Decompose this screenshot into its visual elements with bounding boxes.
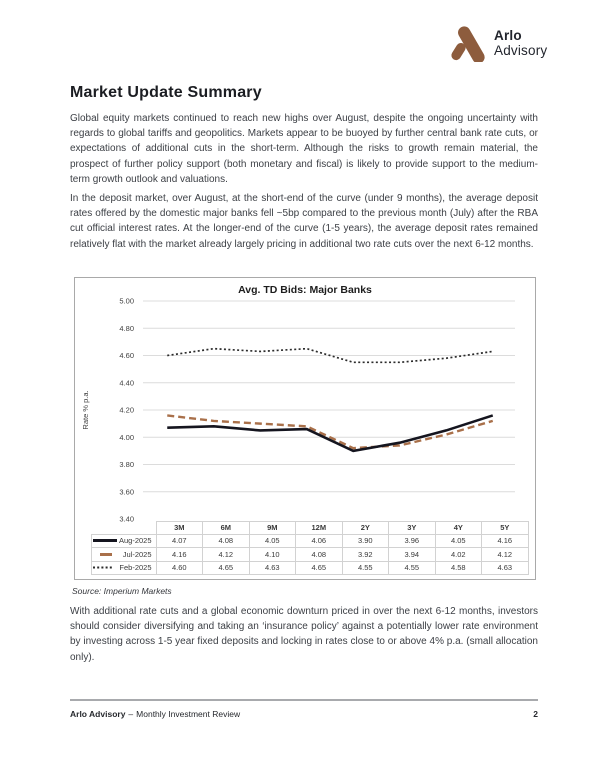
brand-name-bottom: Advisory bbox=[494, 43, 548, 58]
page-title: Market Update Summary bbox=[70, 84, 262, 101]
legend-key-icon bbox=[93, 539, 117, 543]
legend-key-icon bbox=[99, 552, 112, 556]
legend-key-icon bbox=[93, 566, 113, 569]
svg-text:3.60: 3.60 bbox=[119, 487, 134, 496]
rate-value-cell: 4.02 bbox=[434, 547, 483, 562]
rate-value-cell: 4.65 bbox=[202, 560, 250, 575]
svg-text:4.20: 4.20 bbox=[119, 406, 134, 415]
column-header-term: 3M bbox=[155, 521, 204, 535]
paragraph-deposit-market: In the deposit market, over August, at t… bbox=[70, 193, 538, 250]
rate-value-cell: 3.92 bbox=[341, 547, 390, 562]
source-note: Source: Imperium Markets bbox=[72, 586, 172, 596]
page-number: 2 bbox=[533, 709, 538, 719]
table-row: Aug-2025 4.07 4.08 4.05 4.06 3.90 3.96 4.05 4.16 bbox=[91, 533, 529, 548]
rate-value-cell: 3.94 bbox=[388, 547, 436, 562]
line-chart-plot: 5.00 4.80 4.60 4.40 4.20 4.00 3.80 3.60 3.40 Rate… bbox=[81, 297, 515, 524]
footer-text: Arlo Advisory – Monthly Investment Review bbox=[70, 709, 240, 719]
td-bids-chart: Avg. TD Bids: Major Banks 5.00 4.80 4.60 4.… bbox=[74, 277, 536, 580]
legend-cell: Feb-2025 bbox=[91, 560, 157, 575]
svg-text:3.80: 3.80 bbox=[119, 460, 134, 469]
rate-value-cell: 4.12 bbox=[202, 547, 250, 562]
rate-value-cell: 4.10 bbox=[248, 547, 297, 562]
table-corner-cell bbox=[91, 521, 157, 535]
rate-value-cell: 3.90 bbox=[341, 533, 390, 548]
series-label: Aug-2025 bbox=[119, 536, 152, 546]
series-label: Feb-2025 bbox=[119, 563, 152, 573]
rate-value-cell: 4.55 bbox=[341, 560, 390, 575]
column-header-term: 3Y bbox=[388, 521, 436, 535]
legend-cell: Jul-2025 bbox=[91, 547, 157, 562]
arlo-a-icon bbox=[449, 24, 487, 62]
footer-doc-title: Monthly Investment Review bbox=[136, 709, 241, 719]
rate-value-cell: 4.63 bbox=[248, 560, 297, 575]
table-row: Jul-2025 4.16 4.12 4.10 4.08 3.92 3.94 4.02 4.12 bbox=[91, 547, 529, 562]
column-header-term: 9M bbox=[248, 521, 297, 535]
rate-value-cell: 4.65 bbox=[295, 560, 343, 575]
rate-value-cell: 4.08 bbox=[202, 533, 250, 548]
series-label: Jul-2025 bbox=[122, 549, 152, 559]
rate-value-cell: 4.16 bbox=[481, 533, 529, 548]
brand-name: Arlo Advisory bbox=[494, 28, 547, 58]
rate-value-cell: 4.06 bbox=[295, 533, 343, 548]
column-header-term: 2Y bbox=[341, 521, 390, 535]
table-header-row: 3M 6M 9M 12M 2Y 3Y 4Y 5Y bbox=[91, 521, 529, 535]
legend-cell: Aug-2025 bbox=[91, 533, 157, 548]
footer-separator: – bbox=[128, 709, 134, 719]
svg-text:4.80: 4.80 bbox=[119, 324, 134, 333]
rate-table: 3M 6M 9M 12M 2Y 3Y 4Y 5Y Aug-2025 4.07 4.08 4.05 4.0… bbox=[91, 521, 529, 575]
brand-logo: Arlo Advisory bbox=[449, 24, 547, 62]
rate-value-cell: 4.08 bbox=[295, 547, 343, 562]
svg-text:4.00: 4.00 bbox=[119, 433, 134, 442]
rate-value-cell: 4.12 bbox=[481, 547, 529, 562]
rate-value-cell: 4.60 bbox=[155, 560, 204, 575]
svg-text:4.60: 4.60 bbox=[119, 351, 134, 360]
column-header-term: 4Y bbox=[434, 521, 483, 535]
paragraph-recommendation: With additional rate cuts and a global e… bbox=[70, 606, 538, 663]
svg-text:5.00: 5.00 bbox=[119, 297, 134, 306]
rate-value-cell: 4.07 bbox=[155, 533, 204, 548]
chart-title: Avg. TD Bids: Major Banks bbox=[238, 284, 372, 296]
footer-brand: Arlo Advisory bbox=[70, 709, 126, 719]
table-row: Feb-2025 4.60 4.65 4.63 4.65 4.55 4.55 4.58 4.63 bbox=[91, 560, 529, 575]
column-header-term: 6M bbox=[202, 521, 250, 535]
rate-value-cell: 4.55 bbox=[388, 560, 436, 575]
rate-value-cell: 4.16 bbox=[155, 547, 204, 562]
page-footer: Arlo Advisory – Monthly Investment Review … bbox=[70, 709, 538, 719]
rate-value-cell: 4.05 bbox=[434, 533, 483, 548]
column-header-term: 12M bbox=[295, 521, 343, 535]
rate-value-cell: 4.63 bbox=[481, 560, 529, 575]
rate-value-cell: 4.58 bbox=[434, 560, 483, 575]
footer-divider bbox=[70, 699, 538, 701]
rate-value-cell: 4.05 bbox=[248, 533, 297, 548]
rate-value-cell: 3.96 bbox=[388, 533, 436, 548]
column-header-term: 5Y bbox=[481, 521, 529, 535]
svg-text:3.40: 3.40 bbox=[119, 515, 134, 524]
svg-text:4.40: 4.40 bbox=[119, 378, 134, 387]
brand-name-top: Arlo bbox=[494, 28, 522, 43]
paragraph-market-summary: Global equity markets continued to reach… bbox=[70, 113, 538, 185]
svg-text:Rate % p.a.: Rate % p.a. bbox=[81, 390, 90, 429]
